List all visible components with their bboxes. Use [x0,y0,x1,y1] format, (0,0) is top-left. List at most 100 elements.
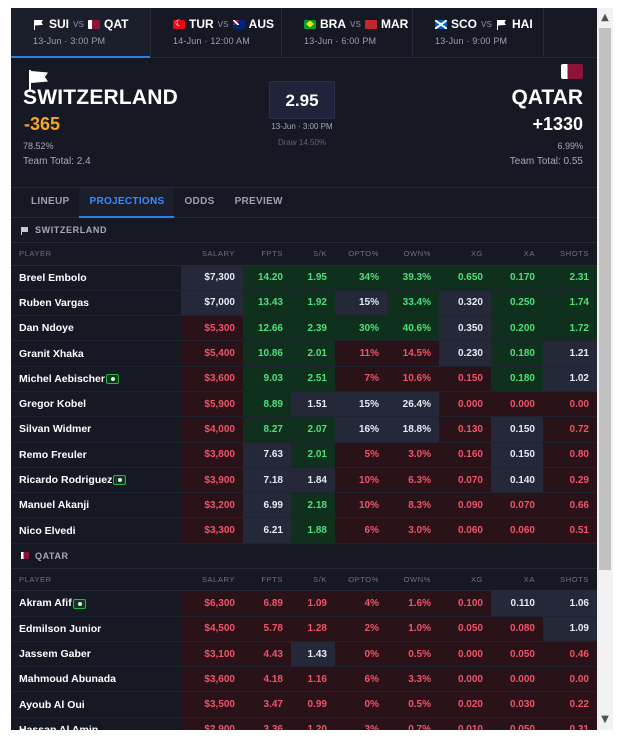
table-row[interactable]: Ruben Vargas $7,000 13.43 1.92 15% 33.4% 0.320… [11,290,597,317]
scrollbar-thumb[interactable] [599,28,611,570]
stat-cell-opto: 10% [335,467,387,494]
table-row[interactable]: Akram Afif $6,300 6.89 1.09 4% 1.6% 0.100 0.110… [11,590,597,617]
stat-cell-sk: 1.09 [291,590,335,617]
column-header-xa[interactable]: XA [491,243,543,266]
column-header-own[interactable]: OWN% [387,568,439,592]
stat-cell-salary: $3,800 [181,442,243,468]
column-header-own[interactable]: OWN% [387,243,439,266]
captain-badge-icon [72,598,86,609]
player-cell[interactable]: Granit Xhaka [11,340,181,367]
stat-cell-xa: 0.060 [491,517,543,544]
player-name: Manuel Akanji [19,499,90,512]
stat-cell-opto: 3% [335,717,387,730]
stat-cell-own: 1.0% [387,616,439,642]
table-row[interactable]: Edmilson Junior $4,500 5.78 1.28 2% 1.0% 0.050… [11,616,597,642]
table-row[interactable]: Hassan Al Amin $2,900 3.36 1.20 3% 0.7% 0.010 0… [11,717,597,730]
player-cell[interactable]: Dan Ndoye [11,315,181,342]
column-header-fpts[interactable]: FPTS [243,243,291,266]
projections-table-qatar: PLAYER SALARY FPTS S/K OPTO% OWN% XG XA SHOTS Akr… [11,568,597,730]
player-cell[interactable]: Nico Elvedi [11,517,181,544]
player-cell[interactable]: Manuel Akanji [11,492,181,519]
player-cell[interactable]: Michel Aebischer [11,366,181,392]
away-code: AUS [248,17,275,31]
away-code: HAI [512,17,533,31]
column-header-opto[interactable]: OPTO% [335,243,387,266]
column-header-xa[interactable]: XA [491,568,543,592]
player-cell[interactable]: Akram Afif [11,590,181,617]
player-cell[interactable]: Jassem Gaber [11,641,181,668]
tab-preview[interactable]: PREVIEW [234,196,283,207]
scroll-up-icon[interactable]: ▲ [601,12,609,23]
stat-cell-shots: 0.66 [543,492,597,519]
away-team-total: Team Total: 0.55 [509,156,583,167]
scrollbar[interactable]: ▲ ▼ [597,8,613,730]
vs-label: vs [350,18,361,30]
table-row[interactable]: Nico Elvedi $3,300 6.21 1.88 6% 3.0% 0.060 0.06… [11,517,597,544]
player-cell[interactable]: Gregor Kobel [11,391,181,418]
stat-cell-own: 3.0% [387,517,439,544]
stat-cell-opto: 6% [335,666,387,693]
stat-cell-own: 39.3% [387,265,439,291]
game-tab-bra-mar[interactable]: BRA vs MAR 13-Jun · 6:00 PM [282,8,413,57]
tab-odds[interactable]: ODDS [184,196,215,207]
column-header-sk[interactable]: S/K [291,568,335,592]
column-header-fpts[interactable]: FPTS [243,568,291,592]
stat-cell-opto: 4% [335,590,387,617]
table-row[interactable]: Gregor Kobel $5,900 8.89 1.51 15% 26.4% 0.000 0… [11,391,597,418]
player-cell[interactable]: Ricardo Rodriguez [11,467,181,494]
stat-cell-shots: 1.09 [543,616,597,642]
stat-cell-fpts: 9.03 [243,366,291,392]
stat-cell-shots: 0.29 [543,467,597,494]
table-row[interactable]: Mahmoud Abunada $3,600 4.18 1.16 6% 3.3% 0.000… [11,666,597,693]
stat-cell-opto: 15% [335,391,387,418]
column-header-opto[interactable]: OPTO% [335,568,387,592]
player-cell[interactable]: Silvan Widmer [11,416,181,443]
table-row[interactable]: Silvan Widmer $4,000 8.27 2.07 16% 18.8% 0.130… [11,416,597,443]
column-header-xg[interactable]: XG [439,568,491,592]
column-header-shots[interactable]: SHOTS [543,568,597,592]
hai-flag-icon [496,19,508,30]
table-row[interactable]: Michel Aebischer $3,600 9.03 2.51 7% 10.6% 0.1… [11,366,597,392]
stat-cell-xg: 0.010 [439,717,491,730]
column-header-shots[interactable]: SHOTS [543,243,597,266]
stat-cell-own: 10.6% [387,366,439,392]
player-cell[interactable]: Edmilson Junior [11,616,181,642]
column-header-player[interactable]: PLAYER [11,568,181,592]
table-row[interactable]: Jassem Gaber $3,100 4.43 1.43 0% 0.5% 0.000 0.0… [11,641,597,668]
table-row[interactable]: Remo Freuler $3,800 7.63 2.01 5% 3.0% 0.160 0.1… [11,442,597,468]
column-header-salary[interactable]: SALARY [181,243,243,266]
game-tab-sui-qat[interactable]: SUI vs QAT 13-Jun · 3:00 PM [11,8,151,58]
table-row[interactable]: Breel Embolo $7,300 14.20 1.95 34% 39.3% 0.650… [11,265,597,291]
stat-cell-own: 33.4% [387,290,439,317]
player-cell[interactable]: Hassan Al Amin [11,717,181,730]
player-cell[interactable]: Breel Embolo [11,265,181,291]
draw-probability: Draw 14.50% [277,138,327,147]
column-header-player[interactable]: PLAYER [11,243,181,266]
player-cell[interactable]: Ayoub Al Oui [11,691,181,718]
table-row[interactable]: Manuel Akanji $3,200 6.99 2.18 10% 8.3% 0.090 0… [11,492,597,519]
scroll-down-icon[interactable]: ▼ [601,714,609,725]
stat-cell-xa: 0.070 [491,492,543,519]
player-cell[interactable]: Remo Freuler [11,442,181,468]
game-tab-datetime: 14-Jun · 12:00 AM [173,36,250,46]
stat-cell-shots: 1.21 [543,340,597,367]
column-header-xg[interactable]: XG [439,243,491,266]
tab-projections[interactable]: PROJECTIONS [79,188,175,218]
table-row[interactable]: Granit Xhaka $5,400 10.86 2.01 11% 14.5% 0.230… [11,340,597,367]
table-row[interactable]: Dan Ndoye $5,300 12.66 2.39 30% 40.6% 0.350 0.2… [11,315,597,342]
table-header-row: PLAYER SALARY FPTS S/K OPTO% OWN% XG XA SHOTS [11,243,597,266]
stat-cell-fpts: 6.89 [243,590,291,617]
table-row[interactable]: Ricardo Rodriguez $3,900 7.18 1.84 10% 6.3% 0.… [11,467,597,494]
stat-cell-fpts: 6.21 [243,517,291,544]
table-row[interactable]: Ayoub Al Oui $3,500 3.47 0.99 0% 0.5% 0.020 0.0… [11,691,597,718]
player-cell[interactable]: Ruben Vargas [11,290,181,317]
game-tab-sco-hai[interactable]: SCO vs HAI 13-Jun · 9:00 PM [413,8,544,57]
column-header-salary[interactable]: SALARY [181,568,243,592]
tab-lineup[interactable]: LINEUP [31,196,70,207]
stat-cell-xg: 0.320 [439,290,491,317]
player-cell[interactable]: Mahmoud Abunada [11,666,181,693]
column-header-sk[interactable]: S/K [291,243,335,266]
stat-cell-xg: 0.100 [439,590,491,617]
